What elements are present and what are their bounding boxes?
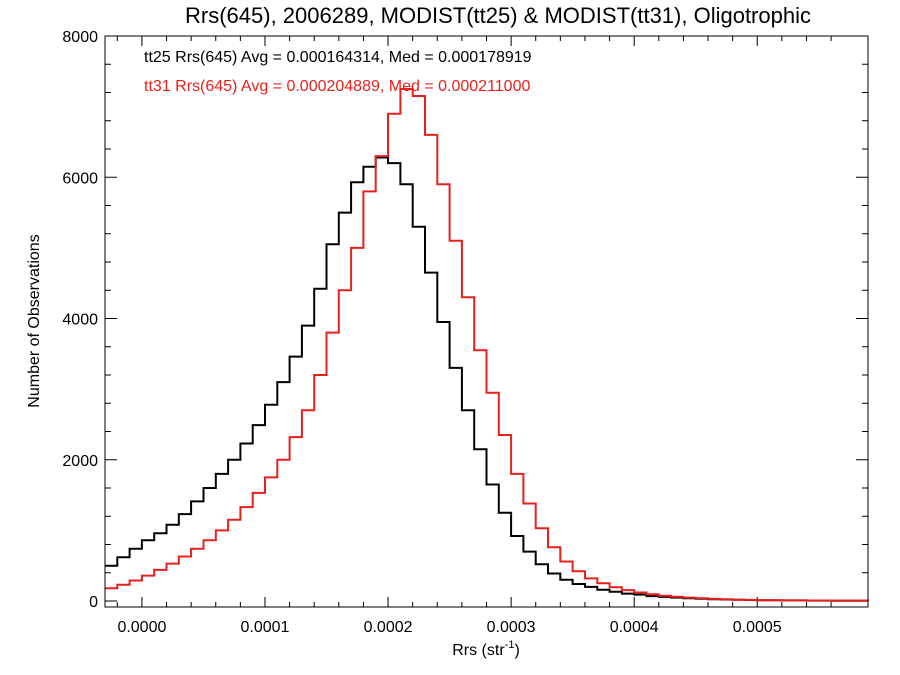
- x-tick-label-3: 0.0003: [487, 619, 536, 636]
- y-tick-label-3: 6000: [62, 170, 98, 187]
- x-tick-label-2: 0.0002: [364, 619, 413, 636]
- x-tick-label-4: 0.0004: [610, 619, 659, 636]
- plot-lines: [105, 88, 869, 602]
- series-line-1: [105, 88, 869, 602]
- x-axis-label-main: Rrs (str: [452, 642, 505, 659]
- x-tick-label-0: 0.0000: [117, 619, 166, 636]
- legend-entry-tt31: tt31 Rrs(645) Avg = 0.000204889, Med = 0…: [144, 78, 530, 95]
- x-axis-label: Rrs (str-1): [452, 639, 520, 659]
- legend-entry-tt25: tt25 Rrs(645) Avg = 0.000164314, Med = 0…: [144, 49, 532, 66]
- x-axis-label-end: ): [514, 642, 519, 659]
- y-tick-label-2: 4000: [62, 312, 98, 329]
- axis-ticks: 0.0000 0.0001 0.0002 0.0003 0.0004 0.0005 0 200…: [62, 29, 868, 636]
- plot-frame: [104, 35, 869, 608]
- y-tick-label-1: 2000: [62, 453, 98, 470]
- y-tick-label-4: 8000: [62, 29, 98, 46]
- y-axis-label: Number of Observations: [26, 234, 43, 407]
- y-tick-label-0: 0: [89, 594, 98, 611]
- x-tick-label-5: 0.0005: [733, 619, 782, 636]
- x-tick-label-1: 0.0001: [241, 619, 290, 636]
- x-axis-label-sup: -1: [505, 639, 515, 651]
- chart-title: Rrs(645), 2006289, MODIST(tt25) & MODIST…: [185, 3, 811, 28]
